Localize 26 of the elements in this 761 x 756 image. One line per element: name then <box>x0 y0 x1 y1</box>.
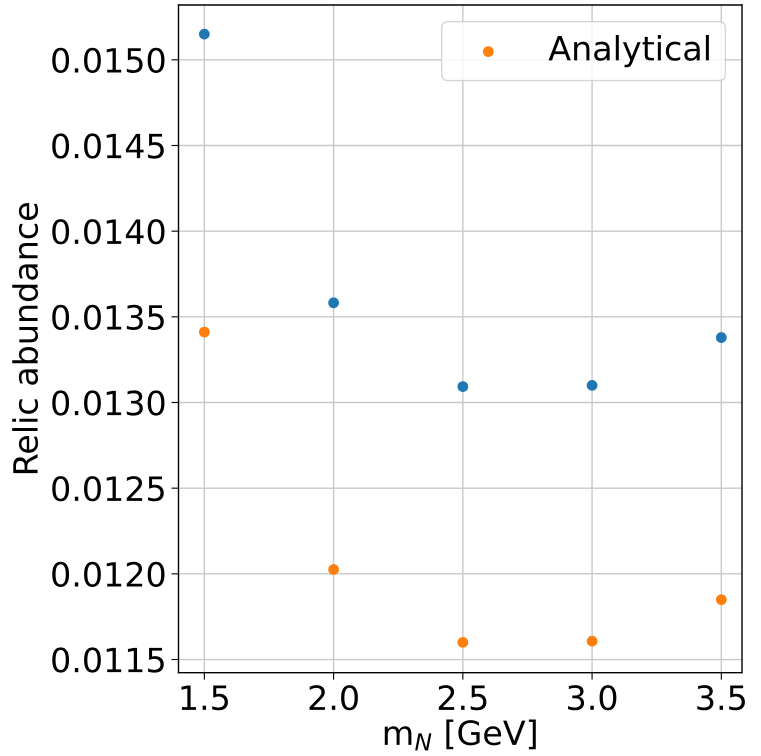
y-tick-label: 0.0120 <box>52 562 164 587</box>
point <box>328 564 339 575</box>
point <box>586 380 598 391</box>
x-tick-label: 2.0 <box>310 685 358 710</box>
legend-label: Analytical <box>548 35 709 68</box>
y-tick-label: 0.0140 <box>52 219 164 244</box>
y-tick-label: 0.0145 <box>52 133 164 159</box>
x-tick-label: 1.5 <box>182 686 228 710</box>
point <box>586 636 598 647</box>
x-tick-label: 2.5 <box>438 685 486 710</box>
x-tick-label: 3.0 <box>568 685 616 710</box>
point <box>457 381 468 392</box>
point <box>198 28 210 40</box>
y-tick-label: 0.0115 <box>52 647 164 673</box>
point <box>457 636 468 648</box>
point <box>328 297 339 308</box>
y-axis-title: Relic abundance <box>12 203 38 474</box>
x-tick-label: 3.5 <box>697 685 745 710</box>
x-axis-title: m$_{N}$ [GeV] <box>384 720 536 750</box>
y-tick-label: 0.0150 <box>52 48 164 73</box>
point <box>198 326 210 338</box>
y-tick-label: 0.0130 <box>52 390 164 416</box>
point <box>716 594 727 606</box>
y-tick-label: 0.0125 <box>52 476 164 502</box>
point <box>716 332 727 343</box>
y-tick-label: 0.0135 <box>52 304 164 330</box>
